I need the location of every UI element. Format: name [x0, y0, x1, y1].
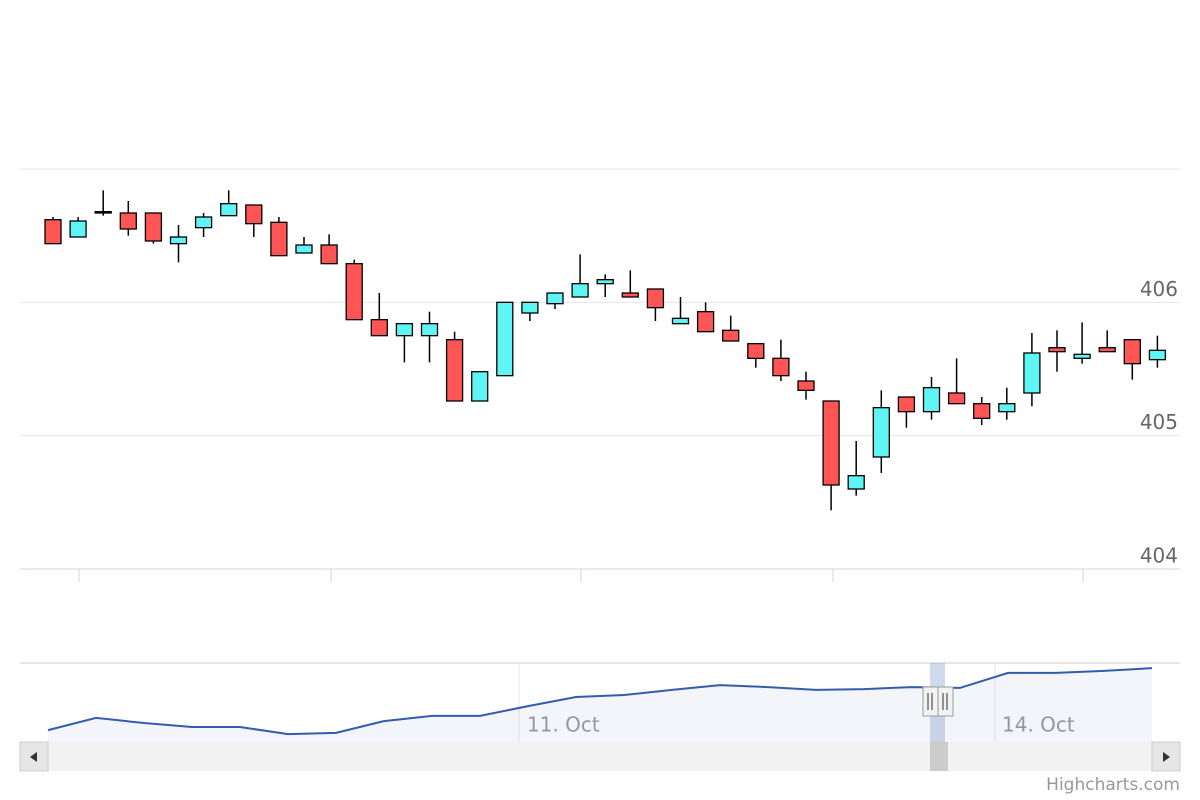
candle-body	[445, 339, 464, 402]
candle-body	[1098, 347, 1116, 353]
candle-body	[797, 380, 815, 391]
candle-body	[370, 319, 388, 337]
handle-grip	[942, 693, 948, 710]
candle-body	[44, 219, 62, 245]
candle-body	[772, 357, 790, 377]
candle-body	[69, 220, 87, 238]
candle-body	[521, 301, 539, 314]
candle-body	[144, 212, 163, 242]
candle-body	[696, 311, 715, 333]
candle-body	[395, 323, 414, 337]
candle-body	[872, 407, 890, 458]
candle-body	[169, 236, 188, 245]
candle-body	[973, 403, 991, 419]
candle-body	[922, 387, 941, 413]
candle-body	[220, 203, 238, 217]
candle-body	[1148, 349, 1167, 361]
candle-body	[897, 396, 916, 413]
candle-body	[270, 221, 288, 257]
candle-body	[94, 211, 112, 214]
candle-body	[295, 244, 313, 254]
x-ticks	[78, 569, 1084, 582]
candle-body	[747, 343, 765, 359]
candle-body	[646, 288, 665, 309]
arrow-left	[30, 752, 37, 762]
candle-body	[345, 263, 363, 321]
candle-body	[1023, 352, 1041, 394]
scrollbar-track[interactable]	[20, 742, 1180, 771]
candle-body	[420, 323, 439, 337]
navigator-handle[interactable]	[937, 686, 954, 717]
candle-body	[245, 204, 263, 225]
candle-body	[822, 400, 840, 486]
candle-body	[998, 403, 1016, 413]
y-tick-label: 406	[1140, 277, 1178, 301]
candle-body	[194, 216, 213, 229]
handle-grip	[927, 693, 933, 710]
scrollbar-thumb[interactable]	[930, 742, 948, 771]
navigator-label: 14. Oct	[1002, 713, 1075, 737]
candle-body	[320, 244, 338, 265]
candle-body	[471, 371, 489, 402]
candle-body	[621, 292, 639, 298]
candle-body	[119, 212, 137, 230]
candle-body	[1073, 353, 1091, 359]
candle-body	[546, 292, 564, 305]
candle-body	[671, 317, 690, 325]
scroll-left-button[interactable]	[19, 741, 49, 772]
candle-body	[596, 279, 614, 285]
navigator-area	[48, 668, 1152, 742]
navigator-label: 11. Oct	[527, 713, 600, 737]
navigator-handle[interactable]	[922, 686, 939, 717]
credits[interactable]: Highcharts.com	[1046, 775, 1180, 795]
candle-body	[947, 392, 966, 405]
candle-body	[722, 329, 740, 342]
candle-body	[1123, 339, 1141, 365]
candle-body	[496, 301, 514, 377]
candle-body	[847, 475, 865, 490]
candle-body	[1048, 347, 1066, 353]
arrow-right	[1163, 752, 1170, 762]
y-tick-label: 405	[1140, 410, 1178, 434]
y-tick-label: 404	[1140, 544, 1178, 568]
navigator-line	[47, 667, 1153, 736]
candle-body	[571, 283, 589, 298]
